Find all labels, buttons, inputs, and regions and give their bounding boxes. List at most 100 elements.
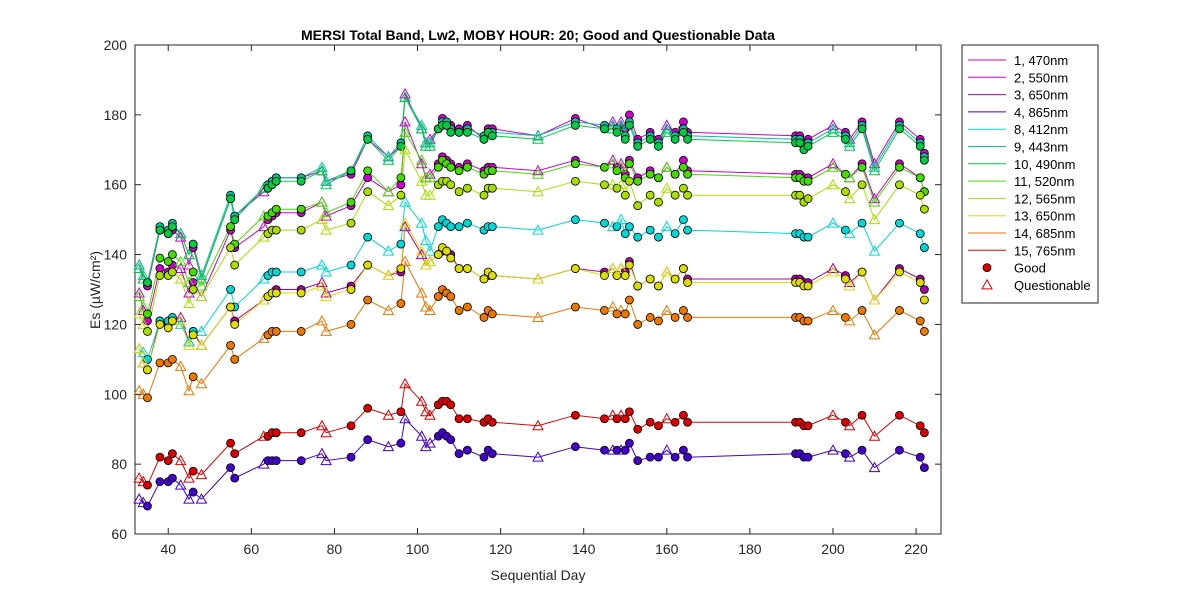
good-point	[683, 190, 692, 200]
x-axis: 40 60 80 100 120 140 160 180 200 220	[160, 45, 928, 557]
good-point	[226, 340, 235, 350]
good-point	[396, 407, 406, 417]
x-tick-label: 40	[160, 541, 176, 557]
x-tick-label: 160	[655, 541, 679, 557]
questionable-point	[843, 227, 856, 239]
good-point	[155, 320, 165, 329]
good-point	[625, 176, 634, 186]
good-point	[919, 295, 929, 305]
good-point	[230, 215, 240, 225]
good-point	[600, 414, 609, 424]
questionable-point	[195, 279, 208, 291]
good-point	[645, 134, 655, 144]
good-point	[143, 309, 152, 319]
questionable-point	[843, 279, 856, 291]
questionable-point	[868, 430, 881, 441]
good-point	[645, 417, 655, 427]
good-point	[230, 473, 240, 483]
questionable-point	[615, 213, 627, 225]
good-point	[487, 222, 497, 232]
good-point	[462, 302, 472, 312]
questionable-point	[827, 304, 839, 315]
questionable-point	[843, 140, 856, 151]
good-point	[679, 162, 688, 172]
questionable-point	[137, 300, 150, 312]
good-point	[188, 285, 198, 294]
x-tick-label: 120	[489, 541, 513, 557]
x-tick-label: 200	[821, 541, 845, 557]
good-point	[226, 463, 235, 473]
legend-label: 10, 490nm	[1014, 157, 1075, 172]
questionable-point	[419, 259, 432, 270]
questionable-point	[415, 245, 428, 256]
good-point	[143, 365, 152, 375]
questionable-point	[399, 126, 411, 137]
good-point	[396, 190, 406, 200]
questionable-point	[843, 419, 856, 431]
good-point	[625, 295, 634, 305]
y-axis: 60 80 100 120 140 160 180 200	[104, 37, 941, 542]
questionable-point	[532, 451, 544, 462]
good-point	[155, 477, 165, 487]
questionable-point	[532, 133, 544, 144]
questionable-point	[382, 440, 395, 452]
questionable-point	[424, 171, 436, 183]
good-point	[363, 403, 373, 413]
questionable-point	[419, 405, 432, 417]
good-point	[396, 299, 406, 308]
good-point	[487, 449, 497, 459]
questionable-point	[415, 217, 428, 228]
good-point	[143, 327, 152, 336]
questionable-point	[133, 290, 146, 301]
questionable-point	[133, 262, 146, 274]
questionable-point	[320, 454, 332, 466]
questionable-point	[195, 468, 208, 480]
good-point	[433, 162, 443, 172]
questionable-point	[382, 199, 395, 211]
x-tick-label: 220	[904, 541, 928, 557]
legend-label: 8, 412nm	[1014, 122, 1068, 137]
questionable-point	[316, 164, 328, 176]
legend-label: 4, 865nm	[1014, 105, 1068, 120]
questionable-point	[532, 168, 544, 179]
good-point	[841, 274, 850, 284]
questionable-point	[532, 311, 544, 322]
good-point	[396, 438, 406, 448]
good-point	[633, 201, 643, 211]
good-point	[188, 466, 198, 476]
questionable-point	[415, 286, 428, 298]
good-point	[654, 141, 663, 151]
questionable-point	[320, 206, 332, 218]
questionable-point	[532, 419, 544, 431]
good-point	[363, 134, 373, 144]
questionable-point	[827, 217, 839, 228]
questionable-point	[827, 157, 839, 169]
good-point	[346, 285, 356, 294]
questionable-point	[532, 185, 544, 197]
good-point	[363, 260, 373, 270]
questionable-point	[415, 248, 428, 260]
questionable-point	[195, 272, 208, 284]
questionable-point	[424, 133, 436, 144]
questionable-point	[415, 395, 428, 406]
x-tick-label: 180	[738, 541, 762, 557]
good-point	[188, 330, 198, 340]
good-point	[479, 190, 489, 200]
good-point	[600, 180, 609, 190]
series-markers	[133, 87, 929, 511]
questionable-point	[382, 409, 395, 420]
questionable-point	[827, 266, 839, 277]
good-point	[683, 417, 692, 427]
good-point	[915, 452, 925, 462]
good-point	[454, 166, 464, 176]
good-point	[633, 424, 643, 434]
good-point	[570, 176, 580, 186]
questionable-point	[606, 157, 619, 169]
good-point	[462, 218, 472, 228]
questionable-point	[615, 122, 627, 134]
good-point	[487, 417, 497, 427]
questionable-point	[415, 157, 428, 169]
questionable-point	[424, 437, 436, 448]
questionable-point	[615, 161, 627, 172]
